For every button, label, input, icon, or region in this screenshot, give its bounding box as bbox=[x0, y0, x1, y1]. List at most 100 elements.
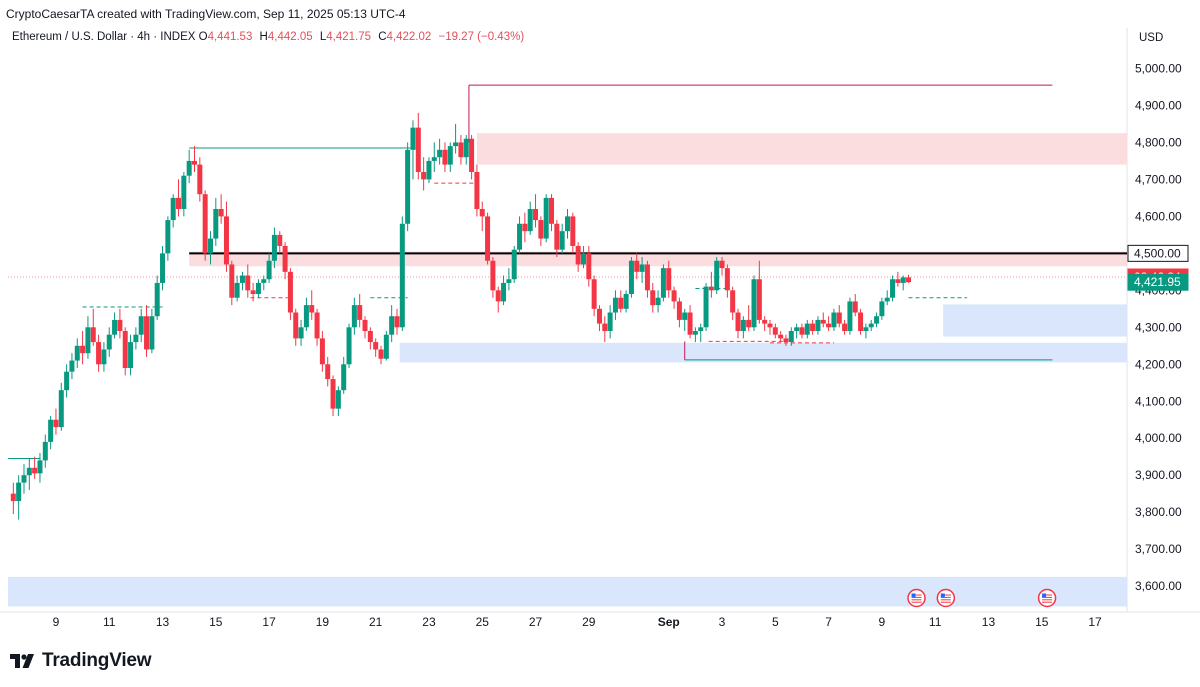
candle-body bbox=[511, 249, 517, 280]
candle-body bbox=[623, 294, 629, 309]
tradingview-logo-icon bbox=[10, 654, 34, 668]
y-tick-label: 3,700.00 bbox=[1135, 542, 1182, 556]
candle-body bbox=[410, 127, 416, 150]
candle-body bbox=[879, 301, 885, 317]
candle-body bbox=[341, 364, 347, 391]
candle-body bbox=[223, 216, 229, 265]
symbol-info-bar: Ethereum / U.S. Dollar · 4h · INDEX O 4,4… bbox=[12, 31, 524, 43]
candle-body bbox=[836, 312, 842, 324]
candle-body bbox=[810, 323, 816, 331]
candle-body bbox=[783, 338, 789, 343]
candle-body bbox=[426, 160, 432, 180]
candle-body bbox=[74, 345, 80, 361]
open-label: O bbox=[198, 31, 208, 43]
candle-body bbox=[559, 231, 565, 250]
candle-body bbox=[788, 331, 794, 343]
candle-body bbox=[282, 245, 288, 272]
candle-body bbox=[666, 268, 672, 291]
tradingview-brand: TradingView bbox=[42, 650, 152, 671]
y-tick-label: 4,100.00 bbox=[1135, 394, 1182, 408]
currency-label[interactable]: USD bbox=[1139, 32, 1164, 44]
candle-body bbox=[831, 312, 837, 328]
candle-body bbox=[207, 238, 213, 254]
y-tick-label: 5,000.00 bbox=[1135, 61, 1182, 75]
candle-body bbox=[591, 279, 597, 309]
candle-body bbox=[900, 277, 906, 283]
candle-body bbox=[218, 208, 224, 217]
candle-body bbox=[346, 327, 352, 365]
us-flag-canton bbox=[940, 593, 945, 598]
candle-body bbox=[527, 208, 533, 232]
x-tick-label: 17 bbox=[262, 615, 276, 629]
x-tick-label: 17 bbox=[1088, 615, 1102, 629]
candle-body bbox=[405, 149, 411, 224]
candle-body bbox=[319, 338, 325, 365]
candle-body bbox=[575, 245, 581, 265]
x-tick-label: 25 bbox=[476, 615, 490, 629]
candle-body bbox=[277, 234, 283, 246]
candle-body bbox=[762, 319, 768, 324]
candle-body bbox=[330, 379, 336, 409]
candle-body bbox=[863, 327, 869, 331]
x-tick-label: 7 bbox=[825, 615, 832, 629]
us-flag-canton bbox=[911, 593, 916, 598]
symbol-name[interactable]: Ethereum / U.S. Dollar · 4h · INDEX bbox=[12, 31, 196, 43]
y-tick-label: 4,700.00 bbox=[1135, 172, 1182, 186]
last-price-label-bg bbox=[1127, 273, 1189, 291]
candle-body bbox=[724, 268, 730, 291]
candle-body bbox=[213, 208, 219, 239]
candle-body bbox=[756, 279, 762, 320]
x-tick-label: 13 bbox=[156, 615, 170, 629]
candle-body bbox=[149, 316, 155, 350]
candle-body bbox=[650, 290, 656, 306]
candle-body bbox=[884, 297, 890, 302]
candle-body bbox=[554, 223, 560, 250]
candle-body bbox=[53, 419, 59, 428]
level-price-label-bg bbox=[1127, 244, 1189, 262]
x-tick-label: 15 bbox=[209, 615, 223, 629]
chart-attribution: CryptoCaesarTA created with TradingView.… bbox=[6, 7, 406, 21]
candle-body bbox=[746, 319, 752, 328]
candle-body bbox=[469, 138, 475, 173]
candle-body bbox=[543, 197, 549, 239]
x-tick-label: 23 bbox=[422, 615, 436, 629]
candle-body bbox=[517, 223, 523, 250]
close-value: 4,422.02 bbox=[386, 31, 432, 43]
low-value: 4,421.75 bbox=[326, 31, 371, 43]
candle-body bbox=[85, 327, 91, 354]
candle-body bbox=[794, 327, 800, 331]
candle-body bbox=[533, 208, 539, 221]
candle-body bbox=[586, 253, 592, 280]
high-label: H bbox=[259, 31, 268, 43]
candle-body bbox=[437, 149, 443, 158]
candle-body bbox=[138, 316, 144, 335]
candle-body bbox=[501, 282, 507, 302]
us-flag-event-icon bbox=[1037, 588, 1057, 608]
candle-body bbox=[176, 197, 182, 209]
candle-body bbox=[362, 319, 368, 331]
candle-body bbox=[847, 301, 853, 331]
candle-body bbox=[687, 312, 693, 335]
x-tick-label: 3 bbox=[719, 615, 726, 629]
candle-body bbox=[367, 331, 373, 343]
candle-body bbox=[229, 264, 235, 298]
candle-body bbox=[660, 268, 666, 298]
low-label: L bbox=[319, 31, 327, 43]
candle-body bbox=[474, 172, 480, 209]
x-tick-label: 5 bbox=[772, 615, 779, 629]
candle-body bbox=[170, 197, 176, 221]
candle-body bbox=[90, 327, 96, 343]
candle-body bbox=[96, 342, 102, 365]
candle-body bbox=[186, 160, 192, 176]
candle-body bbox=[730, 290, 736, 313]
candle-body bbox=[26, 467, 32, 476]
candle-body bbox=[906, 277, 912, 283]
candle-body bbox=[570, 216, 576, 246]
candle-body bbox=[64, 371, 70, 391]
demand-zone-3 bbox=[399, 342, 1127, 363]
candle-body bbox=[69, 360, 75, 372]
candle-body bbox=[271, 234, 277, 261]
candle-body bbox=[165, 220, 171, 254]
candle-body bbox=[250, 290, 256, 295]
